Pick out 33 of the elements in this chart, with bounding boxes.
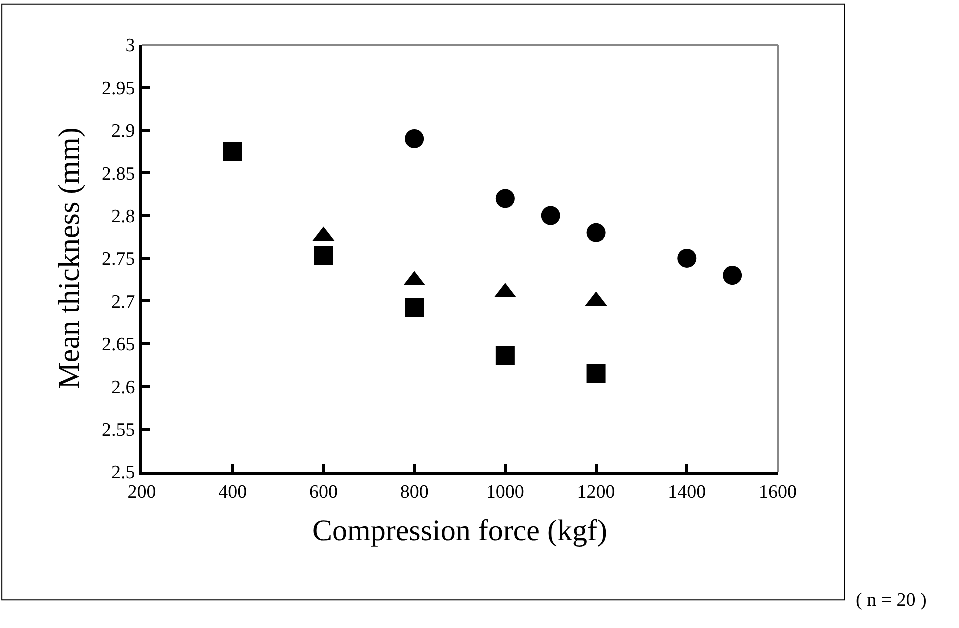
point [678, 249, 697, 268]
x-tick-label: 1000 [486, 482, 524, 503]
text: ( n = 20 ) [856, 590, 927, 611]
y-tick-label: 2.7 [111, 292, 136, 313]
point [586, 223, 606, 242]
x-tick-label: 1600 [759, 482, 797, 503]
y-tick-label: 2.6 [111, 377, 136, 398]
y-tick-label: 2.8 [111, 206, 136, 228]
point [541, 206, 560, 226]
point [496, 189, 515, 208]
x-tick-label: 600 [309, 482, 338, 503]
point [405, 129, 424, 148]
x-tick-label: 1200 [577, 482, 616, 503]
y-tick-label: 2.55 [102, 420, 136, 441]
y-tick-label: 2.65 [102, 334, 136, 356]
x-tick-label: 1400 [668, 482, 706, 503]
point [314, 246, 334, 266]
point [723, 266, 742, 286]
y-axis-title: Mean thickness (mm) [52, 128, 86, 390]
point [586, 364, 606, 384]
y-tick-label: 2.95 [102, 78, 136, 100]
y-tick-label: 2.9 [111, 121, 136, 142]
y-tick-label: 2.85 [102, 164, 136, 185]
y-tick-label: 3 [126, 36, 136, 57]
y-tick-label: 2.75 [102, 249, 136, 270]
point [405, 298, 424, 318]
point [496, 346, 515, 366]
y-tick-label: 2.5 [111, 462, 136, 484]
x-tick-label: 400 [218, 482, 248, 503]
x-tick-label: 800 [400, 482, 429, 503]
x-axis-title: Compression force (kgf) [312, 514, 608, 548]
point [223, 142, 242, 162]
x-tick-label: 200 [128, 482, 156, 503]
